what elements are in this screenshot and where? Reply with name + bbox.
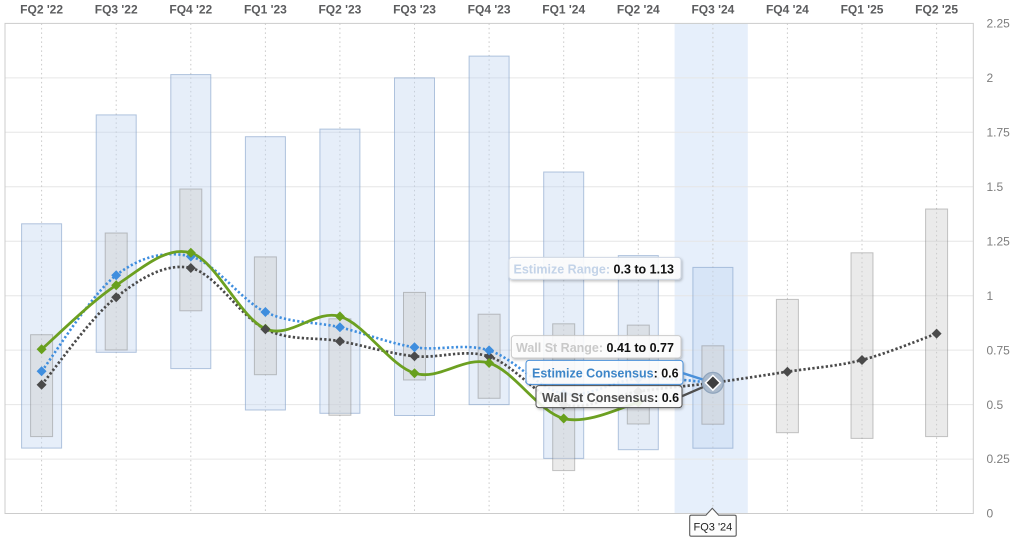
svg-text:2.25: 2.25 xyxy=(987,17,1011,31)
svg-text:FQ1 '24: FQ1 '24 xyxy=(542,3,585,17)
svg-text:1.75: 1.75 xyxy=(987,126,1011,140)
svg-text:FQ4 '23: FQ4 '23 xyxy=(468,3,511,17)
svg-text:Estimize Range: 0.3 to 1.13: Estimize Range: 0.3 to 1.13 xyxy=(514,262,675,276)
svg-text:2: 2 xyxy=(987,71,994,85)
svg-text:FQ3 '24: FQ3 '24 xyxy=(691,3,734,17)
svg-text:FQ2 '24: FQ2 '24 xyxy=(617,3,660,17)
svg-text:0.5: 0.5 xyxy=(987,398,1004,412)
svg-text:FQ3 '23: FQ3 '23 xyxy=(393,3,436,17)
svg-text:Wall St Consensus: 0.6: Wall St Consensus: 0.6 xyxy=(542,391,679,405)
svg-text:1: 1 xyxy=(987,289,994,303)
svg-text:FQ2 '25: FQ2 '25 xyxy=(915,3,958,17)
svg-text:FQ3 '24: FQ3 '24 xyxy=(694,522,733,534)
svg-text:1.5: 1.5 xyxy=(987,180,1004,194)
svg-text:Wall St Range: 0.41 to 0.77: Wall St Range: 0.41 to 0.77 xyxy=(516,341,674,355)
svg-text:FQ2 '23: FQ2 '23 xyxy=(318,3,361,17)
svg-text:0: 0 xyxy=(987,507,994,521)
svg-text:1.25: 1.25 xyxy=(987,234,1011,248)
svg-text:FQ4 '22: FQ4 '22 xyxy=(169,3,212,17)
svg-text:FQ4 '24: FQ4 '24 xyxy=(766,3,809,17)
svg-text:FQ1 '25: FQ1 '25 xyxy=(841,3,884,17)
svg-text:Estimize Consensus: 0.6: Estimize Consensus: 0.6 xyxy=(532,367,679,381)
svg-text:0.75: 0.75 xyxy=(987,343,1011,357)
svg-text:FQ2 '22: FQ2 '22 xyxy=(20,3,63,17)
svg-text:0.25: 0.25 xyxy=(987,452,1011,466)
svg-text:FQ1 '23: FQ1 '23 xyxy=(244,3,287,17)
svg-text:FQ3 '22: FQ3 '22 xyxy=(95,3,138,17)
